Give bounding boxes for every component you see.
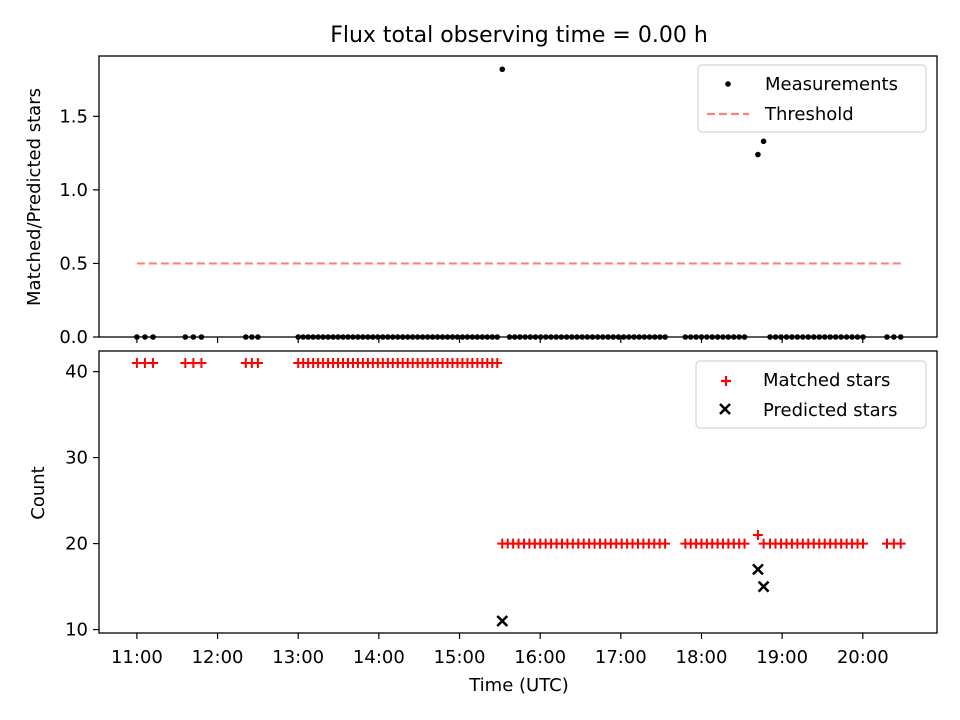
- bottom-legend: Matched stars Predicted stars: [695, 360, 927, 429]
- x-tick-label: 13:00: [272, 647, 324, 668]
- top-panel: Flux total observing time = 0.00 h Match…: [24, 23, 938, 348]
- x-tick-label: 17:00: [595, 647, 647, 668]
- x-tick-label: 15:00: [434, 647, 486, 668]
- top-y-ticks: 0.0 0.5 1.0 1.5: [59, 106, 99, 348]
- top-legend-box: [697, 64, 927, 133]
- x-tick-label: 19:00: [756, 647, 808, 668]
- matched-star-point: [660, 538, 671, 549]
- bottom-legend-box: [695, 360, 927, 429]
- matched-star-point: [758, 538, 769, 549]
- y-tick-label: 10: [65, 620, 88, 641]
- matched-star-point: [858, 538, 869, 549]
- y-tick-label: 0.5: [59, 253, 88, 274]
- matched-star-point: [492, 358, 503, 369]
- y-tick-label: 1.5: [59, 106, 88, 127]
- predicted-star-point: [757, 580, 770, 593]
- matched-star-point: [252, 358, 263, 369]
- y-tick-label: 20: [65, 534, 88, 555]
- legend-predicted-stars-label: Predicted stars: [763, 400, 897, 421]
- x-axis-label: Time (UTC): [468, 675, 569, 696]
- x-tick-label: 14:00: [353, 647, 405, 668]
- y-tick-label: 30: [65, 448, 88, 469]
- bottom-axes-frame: [98, 350, 938, 634]
- bottom-y-ticks: 10 20 30 40: [65, 362, 99, 641]
- bottom-series: [131, 358, 906, 627]
- predicted-star-point: [496, 615, 509, 627]
- matched-star-point: [895, 538, 906, 549]
- top-y-axis-label: Matched/Predicted stars: [24, 88, 45, 306]
- y-tick-label: 40: [65, 362, 88, 383]
- measurement-point: [760, 138, 767, 145]
- x-tick-label: 12:00: [192, 647, 244, 668]
- bottom-x-ticks: 11:00 12:00 13:00 14:00 15:00 16:00 17:00 18:00…: [111, 633, 889, 668]
- measurement-point: [499, 66, 506, 73]
- x-tick-label: 18:00: [676, 647, 728, 668]
- legend-measurements-label: Measurements: [765, 74, 898, 95]
- matched-star-point: [752, 529, 763, 540]
- measurements-legend-marker: [725, 81, 731, 87]
- bottom-panel: Count Time (UTC) 10 20 30 40 11:00 12:00 13:0…: [28, 350, 938, 696]
- bottom-y-axis-label: Count: [28, 466, 49, 519]
- x-tick-label: 11:00: [111, 647, 163, 668]
- predicted-star-point: [752, 563, 764, 576]
- y-tick-label: 0.0: [59, 327, 88, 348]
- matched-star-point: [739, 538, 750, 549]
- chart-title: Flux total observing time = 0.00 h: [330, 23, 708, 48]
- x-tick-label: 20:00: [837, 647, 889, 668]
- legend-matched-stars-label: Matched stars: [763, 370, 890, 391]
- x-tick-label: 16:00: [514, 647, 566, 668]
- y-tick-label: 1.0: [59, 180, 88, 201]
- predicted-stars-legend-marker: [719, 403, 731, 415]
- top-axes-frame: [98, 55, 938, 338]
- top-legend: Measurements Threshold: [697, 64, 927, 133]
- matched-star-point: [148, 358, 159, 369]
- legend-threshold-label: Threshold: [764, 104, 854, 125]
- measurement-point: [755, 151, 761, 158]
- matched-star-point: [196, 358, 207, 369]
- matched-stars-legend-marker: [721, 376, 731, 386]
